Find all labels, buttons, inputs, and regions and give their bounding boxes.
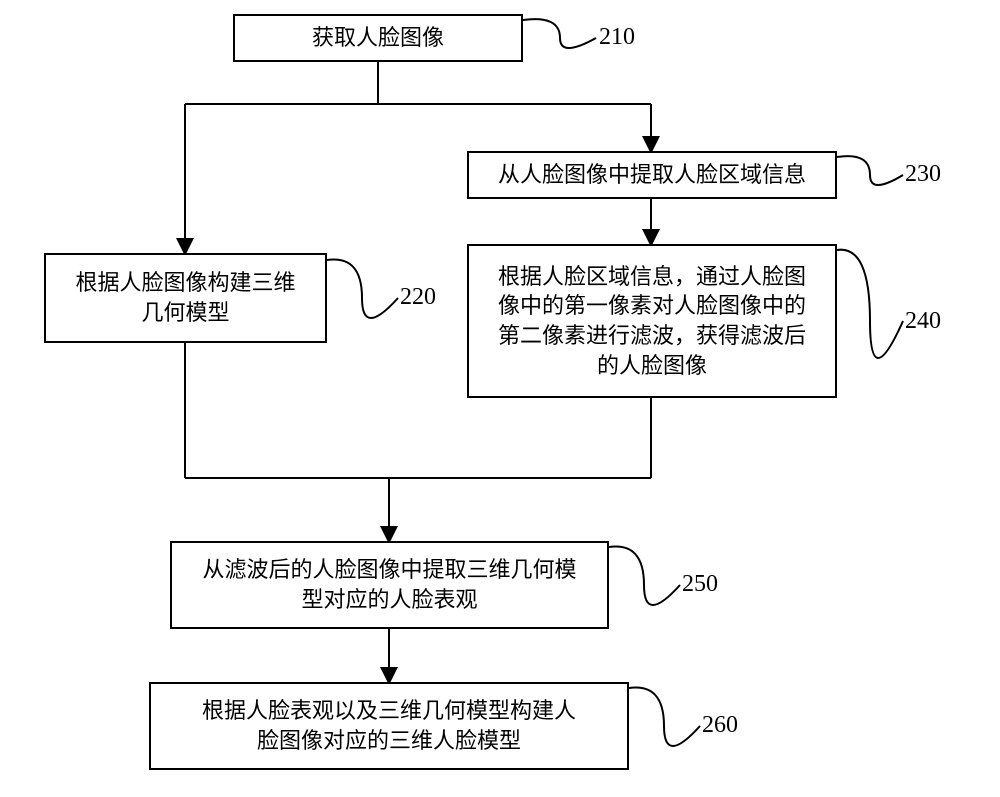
brace-210 (0, 0, 1000, 797)
node-250: 从滤波后的人脸图像中提取三维几何模型对应的人脸表观 (170, 541, 609, 629)
label-230: 230 (905, 161, 941, 188)
label-250: 250 (682, 571, 718, 598)
node-260: 根据人脸表观以及三维几何模型构建人脸图像对应的三维人脸模型 (149, 682, 629, 770)
node-210: 获取人脸图像 (233, 14, 523, 62)
brace-250 (0, 0, 1000, 797)
label-260: 260 (702, 712, 738, 739)
label-210: 210 (599, 24, 635, 51)
node-220: 根据人脸图像构建三维几何模型 (44, 253, 327, 343)
node-240: 根据人脸区域信息，通过人脸图像中的第一像素对人脸图像中的第二像素进行滤波，获得滤… (467, 244, 837, 398)
brace-260 (0, 0, 1000, 797)
label-220: 220 (400, 284, 436, 311)
brace-220 (0, 0, 1000, 797)
brace-230 (0, 0, 1000, 797)
node-230: 从人脸图像中提取人脸区域信息 (467, 151, 837, 199)
label-240: 240 (905, 308, 941, 335)
edges-layer (0, 0, 1000, 797)
brace-240 (0, 0, 1000, 797)
flowchart-canvas: 获取人脸图像 根据人脸图像构建三维几何模型 从人脸图像中提取人脸区域信息 根据人… (0, 0, 1000, 797)
